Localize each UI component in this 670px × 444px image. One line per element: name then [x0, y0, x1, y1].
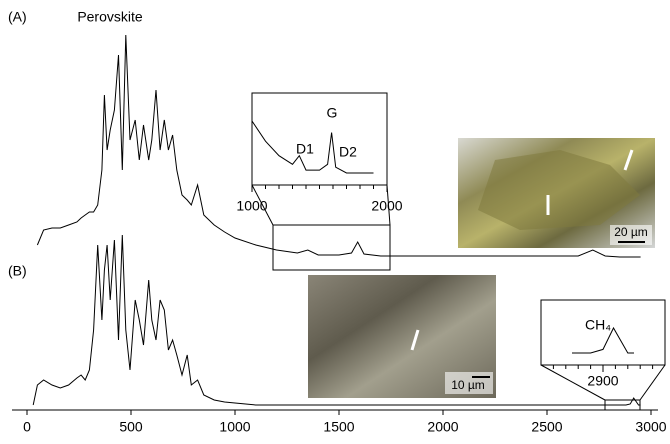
arrow: [410, 329, 420, 351]
x-tick-label: 2000: [427, 419, 458, 435]
crystal: [478, 150, 640, 230]
inset-spectrum: [251, 120, 374, 174]
peak-label: D1: [296, 141, 314, 157]
spectrum: [36, 34, 641, 258]
inset-spectrum: [572, 326, 634, 354]
inset-frame: [251, 92, 388, 186]
peak-label: CH₄: [585, 317, 611, 333]
inset-tick-label: 1000: [236, 198, 267, 214]
inset-tick-label: 2900: [587, 373, 618, 389]
inset-frame: [540, 299, 666, 366]
zoom-line: [251, 184, 274, 226]
zoom-line: [540, 364, 606, 401]
x-tick-label: 0: [23, 419, 31, 435]
annotation: Perovskite: [77, 9, 143, 25]
series-label: (B): [8, 263, 27, 279]
zoom-region: [604, 399, 641, 411]
peak-label: D2: [339, 144, 357, 160]
x-tick-label: 2500: [531, 419, 562, 435]
arrow: [623, 149, 634, 171]
x-tick-label: 3000: [635, 419, 666, 435]
zoom-region: [272, 224, 391, 271]
x-tick-label: 1000: [219, 419, 250, 435]
scale-bar-bg: [610, 225, 652, 245]
spectrum: [32, 234, 641, 406]
series-label: (A): [8, 9, 27, 25]
x-tick-label: 1500: [323, 419, 354, 435]
peak-label: G: [327, 105, 338, 121]
zoom-line: [639, 364, 666, 401]
scale-bar-label: 20 µm: [614, 225, 648, 239]
x-tick-label: 500: [119, 419, 143, 435]
inset-tick-label: 2000: [371, 198, 402, 214]
scale-bar-label: 10 µm: [451, 378, 485, 392]
